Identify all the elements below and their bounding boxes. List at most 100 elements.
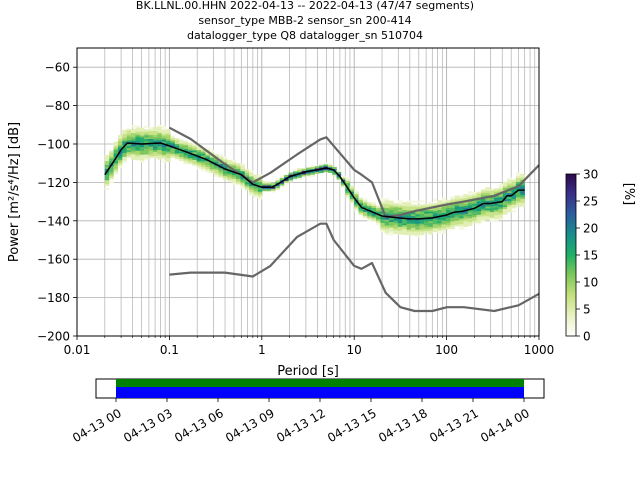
histogram-cell [375,215,381,218]
histogram-cell [266,185,272,188]
histogram-cell [511,206,517,209]
histogram-cell [327,163,333,166]
histogram-cell [161,127,167,130]
histogram-cell [454,205,460,208]
histogram-cell [515,197,521,200]
histogram-cell [498,198,504,202]
histogram-cell [113,172,119,175]
histogram-cell [284,174,289,178]
histogram-cell [362,215,368,218]
histogram-cell [113,141,119,144]
histogram-cell [183,144,189,148]
histogram-cell [389,229,394,232]
histogram-cell [445,219,451,222]
histogram-cell [463,217,469,220]
histogram-cell [463,203,469,206]
histogram-cell [480,189,486,192]
histogram-cell [104,157,110,160]
histogram-cell [187,150,193,153]
histogram-cell [109,158,114,161]
histogram-cell [498,197,504,200]
histogram-cell [354,203,359,206]
histogram-cell [262,185,267,188]
histogram-cell [424,225,429,228]
histogram-cell [367,202,372,205]
histogram-cell [437,223,442,226]
histogram-cell [345,179,350,182]
histogram-cell [397,207,403,210]
histogram-cell [454,212,460,215]
histogram-cell [236,166,241,170]
histogram-cell [463,221,469,224]
histogram-cell [489,213,495,217]
histogram-cell [428,232,434,235]
histogram-cell [240,170,245,174]
histogram-cell [187,148,193,151]
histogram-cell [253,174,259,177]
histogram-cell [148,132,154,136]
histogram-cell [380,222,385,225]
histogram-cell [494,195,499,198]
histogram-cell [135,148,141,151]
histogram-cell [437,209,442,212]
histogram-cell [148,127,154,130]
histogram-cell [515,195,521,198]
histogram-cell [284,182,289,185]
histogram-cell [520,191,525,194]
histogram-cell [117,165,123,168]
histogram-cell [349,201,355,204]
histogram-cell [424,226,429,230]
histogram-cell [437,202,442,205]
histogram-cell [205,147,210,150]
histogram-cell [113,170,119,173]
histogram-cell [424,213,429,216]
histogram-cell [498,204,504,207]
histogram-cell [358,207,364,210]
histogram-cell [480,193,486,196]
histogram-cell [463,222,469,226]
histogram-cell [306,171,311,174]
histogram-cell [380,220,385,223]
histogram-cell [131,148,136,151]
histogram-cell [174,143,180,146]
histogram-cell [371,207,377,210]
histogram-cell [406,221,412,224]
histogram-cell [227,179,232,182]
histogram-cell [467,210,473,213]
histogram-cell [424,211,429,214]
series-layer [104,126,540,313]
histogram-cell [218,169,224,172]
histogram-cell [485,208,490,211]
histogram-cell [441,216,447,219]
histogram-cell [275,180,280,183]
histogram-cell [113,149,119,152]
histogram-cell [214,153,219,157]
histogram-cell [253,182,259,185]
histogram-cell [183,160,189,163]
histogram-cell [345,177,350,180]
histogram-cell [122,150,127,153]
histogram-cell [502,181,508,185]
histogram-cell [472,220,477,223]
histogram-cell [135,125,141,128]
histogram-cell [424,209,429,212]
histogram-cell [310,172,315,175]
histogram-cell [389,219,394,223]
histogram-cell [358,199,364,202]
histogram-cell [511,196,517,199]
histogram-cell [380,224,385,227]
histogram-cell [135,150,141,153]
histogram-cell [170,140,175,143]
histogram-cell [183,146,189,150]
histogram-cell [131,152,136,155]
histogram-cell [166,158,171,161]
histogram-cell [520,177,525,180]
histogram-cell [384,198,390,201]
histogram-cell [454,214,460,217]
histogram-cell [201,161,206,164]
histogram-cell [463,205,469,208]
histogram-cell [236,164,241,168]
histogram-cell [323,162,329,165]
histogram-cell [459,216,464,219]
